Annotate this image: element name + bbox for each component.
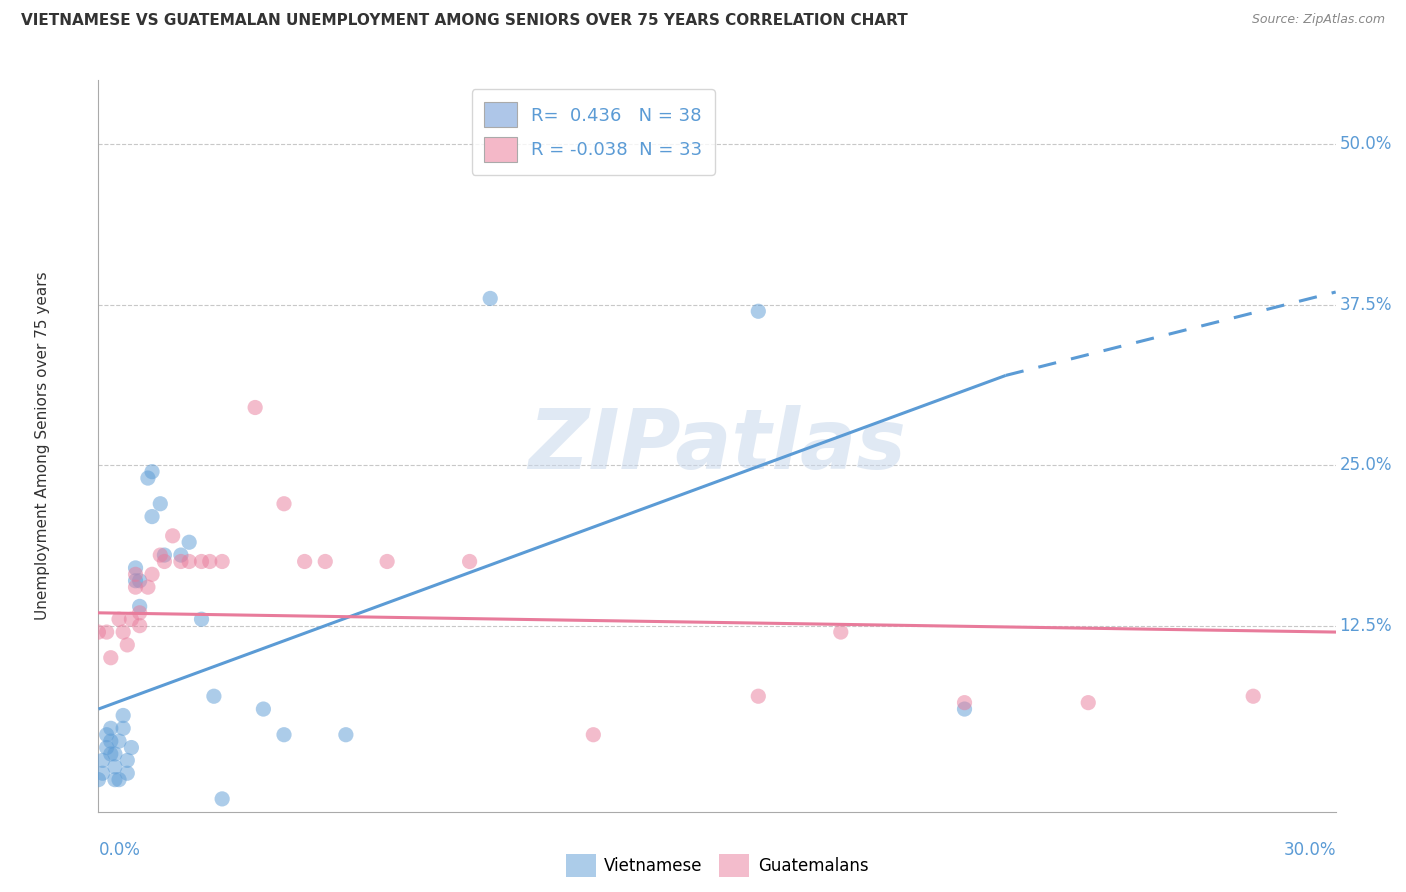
Point — [830, 625, 852, 640]
Point — [153, 548, 176, 562]
Point — [120, 740, 142, 755]
Point — [149, 548, 172, 562]
Point — [108, 772, 131, 787]
Text: 25.0%: 25.0% — [1340, 456, 1392, 475]
Point — [953, 702, 976, 716]
Text: VIETNAMESE VS GUATEMALAN UNEMPLOYMENT AMONG SENIORS OVER 75 YEARS CORRELATION CH: VIETNAMESE VS GUATEMALAN UNEMPLOYMENT AM… — [21, 13, 908, 29]
Text: 50.0%: 50.0% — [1340, 136, 1392, 153]
Point — [273, 728, 295, 742]
Text: Unemployment Among Seniors over 75 years: Unemployment Among Seniors over 75 years — [35, 272, 51, 620]
Point — [96, 625, 118, 640]
Point — [202, 690, 225, 704]
Point — [87, 625, 110, 640]
Point — [108, 734, 131, 748]
Point — [117, 753, 139, 767]
Text: 37.5%: 37.5% — [1340, 296, 1392, 314]
Point — [104, 760, 127, 774]
Point — [104, 772, 127, 787]
Point — [100, 650, 122, 665]
Point — [112, 708, 135, 723]
Point — [136, 580, 159, 594]
Point — [112, 721, 135, 735]
Point — [211, 554, 233, 568]
Point — [87, 772, 110, 787]
Point — [243, 401, 266, 415]
Point — [1241, 690, 1264, 704]
Point — [179, 535, 201, 549]
Point — [120, 612, 142, 626]
Point — [211, 792, 233, 806]
Legend: Vietnamese, Guatemalans: Vietnamese, Guatemalans — [560, 847, 875, 884]
Point — [149, 497, 172, 511]
Point — [91, 753, 114, 767]
Point — [100, 734, 122, 748]
Point — [1077, 696, 1099, 710]
Point — [335, 728, 357, 742]
Point — [124, 561, 146, 575]
Point — [117, 638, 139, 652]
Point — [170, 554, 193, 568]
Point — [747, 304, 769, 318]
Point — [108, 612, 131, 626]
Text: ZIPatlas: ZIPatlas — [529, 406, 905, 486]
Point — [128, 618, 150, 632]
Point — [170, 548, 193, 562]
Point — [314, 554, 336, 568]
Point — [198, 554, 221, 568]
Point — [179, 554, 201, 568]
Point — [128, 606, 150, 620]
Text: 0.0%: 0.0% — [98, 841, 141, 859]
Point — [141, 465, 163, 479]
Point — [162, 529, 184, 543]
Point — [100, 747, 122, 761]
Point — [479, 292, 502, 306]
Point — [747, 690, 769, 704]
Text: 12.5%: 12.5% — [1340, 616, 1392, 634]
Point — [124, 574, 146, 588]
Point — [136, 471, 159, 485]
Text: Source: ZipAtlas.com: Source: ZipAtlas.com — [1251, 13, 1385, 27]
Point — [128, 574, 150, 588]
Point — [190, 612, 212, 626]
Point — [100, 721, 122, 735]
Point — [91, 766, 114, 780]
Point — [96, 740, 118, 755]
Text: 30.0%: 30.0% — [1284, 841, 1336, 859]
Point — [104, 747, 127, 761]
Point — [112, 625, 135, 640]
Point — [458, 554, 481, 568]
Point — [294, 554, 316, 568]
Point — [252, 702, 274, 716]
Point — [96, 728, 118, 742]
Point — [190, 554, 212, 568]
Point — [141, 567, 163, 582]
Point — [124, 580, 146, 594]
Point — [117, 766, 139, 780]
Point — [141, 509, 163, 524]
Point — [153, 554, 176, 568]
Point — [128, 599, 150, 614]
Point — [273, 497, 295, 511]
Point — [582, 728, 605, 742]
Point — [375, 554, 398, 568]
Point — [953, 696, 976, 710]
Point — [124, 567, 146, 582]
